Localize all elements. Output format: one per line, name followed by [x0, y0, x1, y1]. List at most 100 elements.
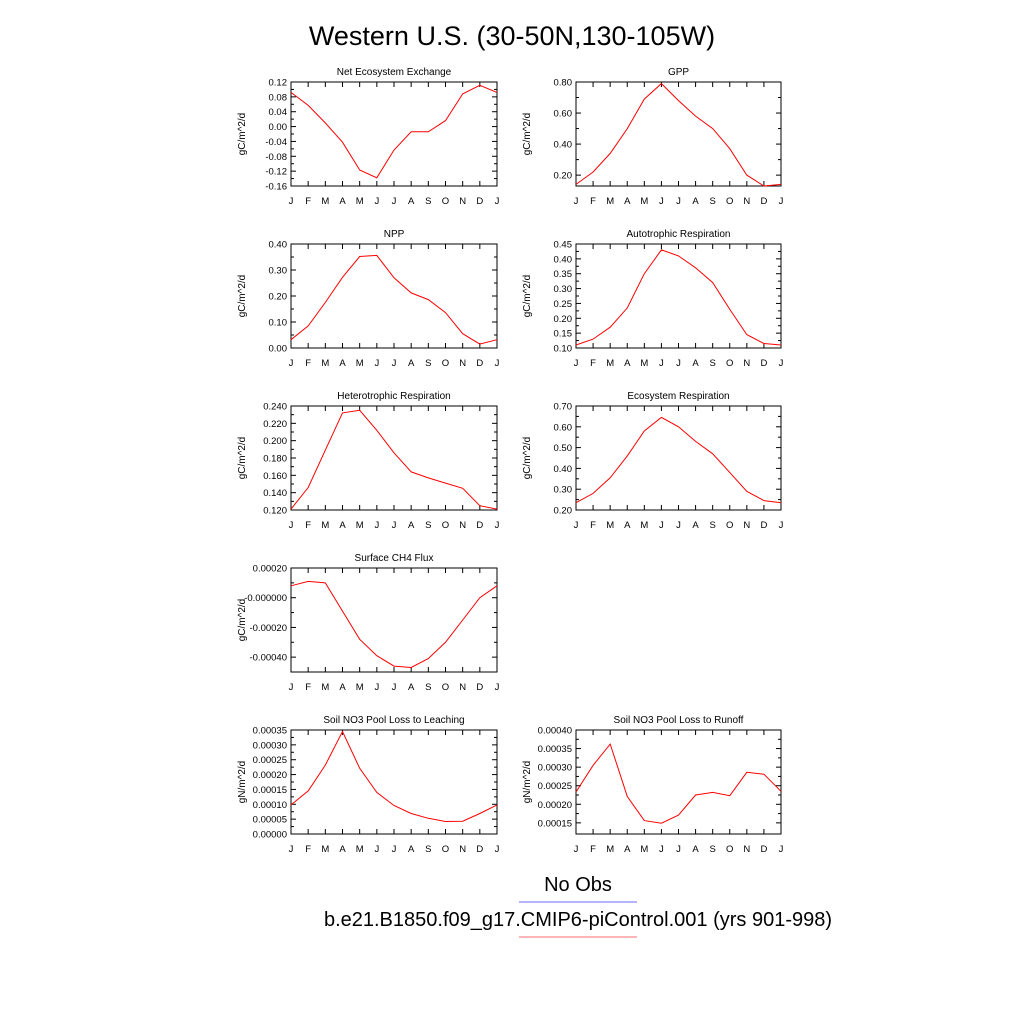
net-ecosystem-exchange-ytick-label: 0.08	[269, 92, 288, 103]
net-ecosystem-exchange-ylabel: gC/m^2/d	[237, 113, 248, 156]
surface-ch4-flux-xtick-label: M	[321, 682, 329, 693]
ecosystem-respiration-xtick-label: A	[692, 520, 699, 531]
soil-no3-pool-loss-to-leaching-ytick-label: 0.00000	[253, 830, 287, 841]
soil-no3-pool-loss-to-leaching-frame	[290, 729, 498, 835]
net-ecosystem-exchange-xtick-label: S	[425, 196, 431, 207]
npp-ytick-label: 0.40	[269, 240, 288, 251]
soil-no3-pool-loss-to-leaching-xtick-label: F	[305, 844, 311, 855]
soil-no3-pool-loss-to-leaching-xtick-label: A	[408, 844, 415, 855]
net-ecosystem-exchange-ytick-label: -0.08	[265, 152, 287, 163]
ecosystem-respiration-ytick-label: 0.60	[554, 422, 573, 433]
heterotrophic-respiration-ytick-label: 0.220	[263, 419, 287, 430]
soil-no3-pool-loss-to-runoff-ytick-label: 0.00020	[538, 800, 572, 811]
surface-ch4-flux-ytick-label: -0.00040	[249, 653, 287, 664]
heterotrophic-respiration-series-line	[290, 409, 498, 510]
net-ecosystem-exchange-xtick-label: A	[339, 196, 346, 207]
gpp-frame	[575, 81, 782, 187]
soil-no3-pool-loss-to-runoff-xtick-label: O	[726, 844, 733, 855]
soil-no3-pool-loss-to-runoff-panel: Soil NO3 Pool Loss to Runoff gN/m^2/d 0.00…	[522, 715, 784, 855]
soil-no3-pool-loss-to-leaching-panel: Soil NO3 Pool Loss to Leaching gN/m^2/d 0.…	[237, 715, 500, 855]
autotrophic-respiration-panel: Autotrophic Respiration gC/m^2/d 0.45 0.40 0…	[522, 229, 784, 369]
npp-ylabel: gC/m^2/d	[237, 275, 248, 318]
heterotrophic-respiration-title: Heterotrophic Respiration	[337, 391, 450, 402]
heterotrophic-respiration-xtick-label: D	[476, 520, 483, 531]
gpp-xtick-label: J	[574, 196, 579, 207]
soil-no3-pool-loss-to-leaching-title: Soil NO3 Pool Loss to Leaching	[323, 715, 464, 726]
net-ecosystem-exchange-ytick-label: 0.04	[269, 107, 288, 118]
autotrophic-respiration-xtick-label: M	[606, 358, 614, 369]
net-ecosystem-exchange-ytick-label: -0.12	[265, 167, 287, 178]
soil-no3-pool-loss-to-runoff-ylabel: gN/m^2/d	[522, 761, 533, 804]
npp-xtick-label: A	[408, 358, 415, 369]
surface-ch4-flux-ytick-label: -0.000000	[244, 593, 287, 604]
heterotrophic-respiration-ytick-label: 0.180	[263, 454, 287, 465]
soil-no3-pool-loss-to-leaching-xtick-label: S	[425, 844, 431, 855]
soil-no3-pool-loss-to-leaching-xtick-label: O	[442, 844, 449, 855]
ecosystem-respiration-xtick-label: J	[659, 520, 664, 531]
ecosystem-respiration-ytick-label: 0.20	[554, 506, 573, 517]
autotrophic-respiration-ytick-label: 0.20	[554, 314, 573, 325]
autotrophic-respiration-ytick-label: 0.30	[554, 284, 573, 295]
autotrophic-respiration-xtick-label: A	[692, 358, 699, 369]
autotrophic-respiration-xtick-label: J	[676, 358, 681, 369]
npp-xtick-label: M	[321, 358, 329, 369]
heterotrophic-respiration-xtick-label: O	[442, 520, 449, 531]
autotrophic-respiration-xtick-label: J	[574, 358, 579, 369]
gpp-xtick-label: M	[640, 196, 648, 207]
soil-no3-pool-loss-to-leaching-ytick-label: 0.00025	[253, 755, 287, 766]
soil-no3-pool-loss-to-runoff-xtick-label: M	[640, 844, 648, 855]
net-ecosystem-exchange-frame	[290, 81, 498, 187]
ecosystem-respiration-xtick-label: J	[574, 520, 579, 531]
heterotrophic-respiration-xtick-label: J	[289, 520, 294, 531]
soil-no3-pool-loss-to-leaching-ytick-label: 0.00015	[253, 785, 287, 796]
autotrophic-respiration-ytick-label: 0.10	[554, 344, 573, 355]
ecosystem-respiration-xtick-label: D	[760, 520, 767, 531]
soil-no3-pool-loss-to-leaching-series-line	[290, 730, 498, 823]
npp-ytick-label: 0.10	[269, 318, 288, 329]
gpp-xtick-label: N	[743, 196, 750, 207]
soil-no3-pool-loss-to-runoff-ytick-label: 0.00015	[538, 818, 572, 829]
ecosystem-respiration-xtick-label: M	[606, 520, 614, 531]
surface-ch4-flux-xtick-label: F	[305, 682, 311, 693]
npp-xtick-label: D	[476, 358, 483, 369]
surface-ch4-flux-xtick-label: J	[392, 682, 397, 693]
heterotrophic-respiration-xtick-label: J	[495, 520, 500, 531]
surface-ch4-flux-xtick-label: J	[289, 682, 294, 693]
heterotrophic-respiration-ytick-label: 0.160	[263, 471, 287, 482]
surface-ch4-flux-xtick-label: N	[459, 682, 466, 693]
ecosystem-respiration-xtick-label: N	[743, 520, 750, 531]
surface-ch4-flux-xtick-label: M	[356, 682, 364, 693]
npp-ytick-label: 0.20	[269, 292, 288, 303]
soil-no3-pool-loss-to-runoff-xtick-label: N	[743, 844, 750, 855]
soil-no3-pool-loss-to-runoff-ytick-label: 0.00030	[538, 763, 572, 774]
gpp-ytick-label: 0.60	[554, 109, 573, 120]
soil-no3-pool-loss-to-leaching-ytick-label: 0.00035	[253, 726, 287, 737]
autotrophic-respiration-xtick-label: S	[709, 358, 715, 369]
autotrophic-respiration-ytick-label: 0.40	[554, 254, 573, 265]
soil-no3-pool-loss-to-runoff-xtick-label: D	[760, 844, 767, 855]
soil-no3-pool-loss-to-leaching-xtick-label: M	[321, 844, 329, 855]
soil-no3-pool-loss-to-runoff-xtick-label: J	[676, 844, 681, 855]
gpp-xtick-label: A	[692, 196, 699, 207]
autotrophic-respiration-xtick-label: N	[743, 358, 750, 369]
npp-xtick-label: N	[459, 358, 466, 369]
legend-model-label: b.e21.B1850.f09_g17.CMIP6-piControl.001 …	[324, 909, 832, 931]
ecosystem-respiration-xtick-label: A	[624, 520, 631, 531]
surface-ch4-flux-xtick-label: J	[495, 682, 500, 693]
net-ecosystem-exchange-xtick-label: F	[305, 196, 311, 207]
autotrophic-respiration-ytick-label: 0.45	[554, 240, 573, 251]
surface-ch4-flux-xtick-label: A	[339, 682, 346, 693]
soil-no3-pool-loss-to-leaching-xtick-label: N	[459, 844, 466, 855]
heterotrophic-respiration-xtick-label: J	[392, 520, 397, 531]
heterotrophic-respiration-xtick-label: J	[374, 520, 379, 531]
autotrophic-respiration-xtick-label: J	[659, 358, 664, 369]
heterotrophic-respiration-xtick-label: N	[459, 520, 466, 531]
surface-ch4-flux-xtick-label: D	[476, 682, 483, 693]
soil-no3-pool-loss-to-leaching-xtick-label: D	[476, 844, 483, 855]
soil-no3-pool-loss-to-leaching-ylabel: gN/m^2/d	[237, 761, 248, 804]
soil-no3-pool-loss-to-leaching-ytick-label: 0.00010	[253, 800, 287, 811]
soil-no3-pool-loss-to-runoff-xtick-label: J	[574, 844, 579, 855]
legend: No Obs b.e21.B1850.f09_g17.CMIP6-piContr…	[324, 874, 832, 938]
soil-no3-pool-loss-to-leaching-xtick-label: J	[289, 844, 294, 855]
surface-ch4-flux-ytick-label: -0.00020	[249, 623, 287, 634]
